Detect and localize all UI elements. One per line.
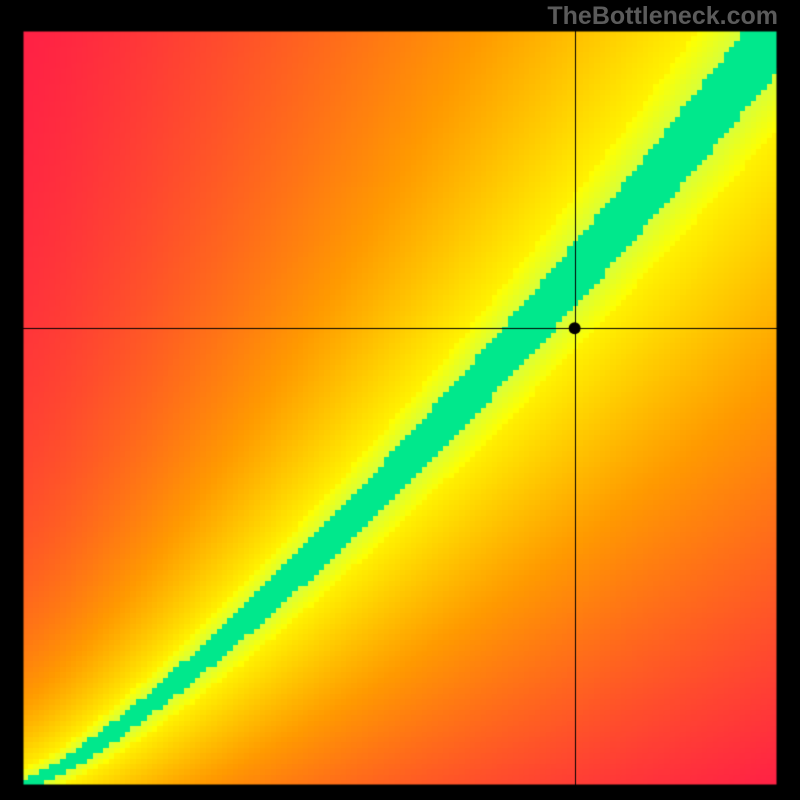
plot-area bbox=[22, 30, 778, 786]
watermark-text: TheBottleneck.com bbox=[547, 2, 778, 31]
chart-frame: TheBottleneck.com bbox=[0, 0, 800, 800]
crosshair-overlay bbox=[22, 30, 778, 786]
